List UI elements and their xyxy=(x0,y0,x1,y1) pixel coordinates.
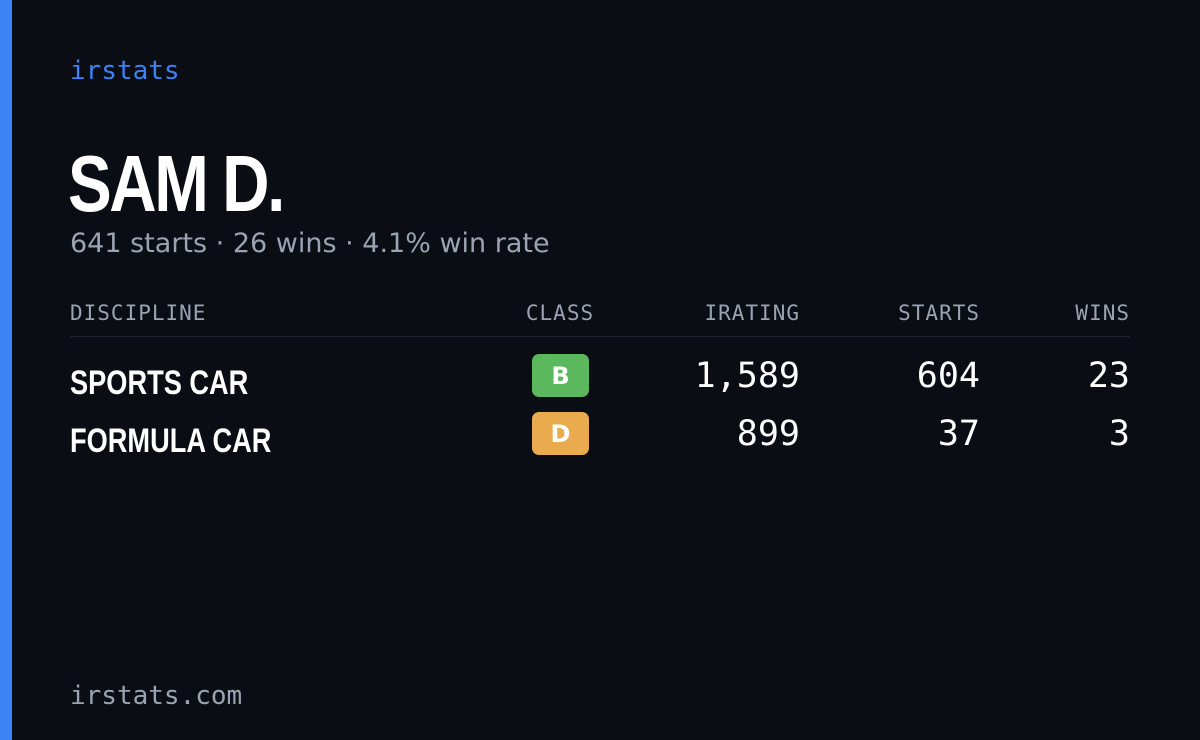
column-header: DISCIPLINE xyxy=(70,301,207,325)
discipline: SPORTS CAR xyxy=(70,364,249,402)
header-rule xyxy=(70,336,1130,337)
accent-stripe xyxy=(0,0,12,740)
column-header: CLASS xyxy=(525,301,595,325)
column-header: IRATING xyxy=(704,301,800,325)
class-badge: B xyxy=(532,354,589,397)
column-header: WINS xyxy=(1075,301,1130,325)
footer-url: irstats.com xyxy=(70,681,243,711)
cell-value: 3 xyxy=(1108,414,1130,454)
class-badge: D xyxy=(532,412,589,455)
discipline: FORMULA CAR xyxy=(70,422,272,460)
column-header: STARTS xyxy=(898,301,980,325)
driver-name: SAM D. xyxy=(68,139,285,228)
summary: 641 starts · 26 wins · 4.1% win rate xyxy=(70,228,550,259)
cell-value: 37 xyxy=(937,414,980,454)
cell-value: 1,589 xyxy=(694,356,800,396)
brand: irstats xyxy=(70,56,180,86)
cell-value: 604 xyxy=(916,356,980,396)
cell-value: 899 xyxy=(736,414,800,454)
cell-value: 23 xyxy=(1087,356,1130,396)
